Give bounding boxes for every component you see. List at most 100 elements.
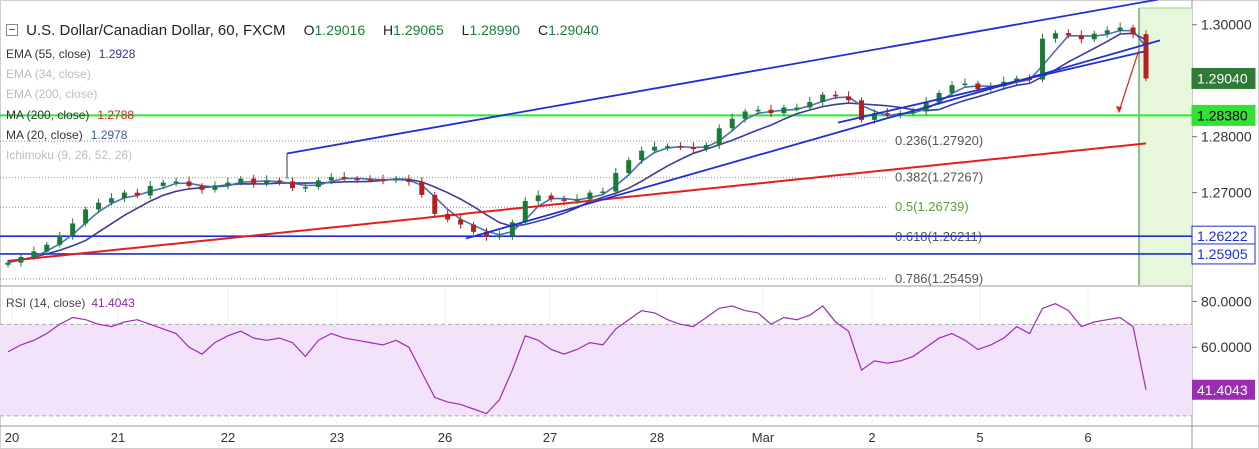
candle-body [290,181,295,189]
candle-body [742,111,748,119]
candle-body [716,128,722,146]
candle-body [1040,38,1046,80]
ohlc-readout: O1.29016 H1.29065 L1.28990 C1.29040 [290,22,599,38]
price-label-text: 1.28380 [1197,107,1248,123]
price-label-box [1191,67,1256,89]
candle-body [341,176,347,179]
candle-body [264,180,270,184]
candle-body [910,111,916,114]
x-tick-label: Mar [752,430,775,445]
indicator-label: MA (200, close) [6,108,90,122]
close-label: C [537,22,549,38]
low-label: L [461,22,470,38]
candle-body [1117,27,1123,31]
candle-body [600,191,606,194]
candle-body [186,181,192,186]
low-value: 1.28990 [469,22,521,38]
high-value: 1.29065 [393,22,444,38]
candle-body [975,83,981,90]
collapse-icon[interactable] [6,24,18,36]
candle-body [1130,27,1136,35]
candle-body [807,101,813,108]
candle-body [354,178,360,181]
candle-body [83,209,89,224]
projection-arrow-head [1116,106,1122,114]
candle-body [277,180,283,182]
candle-body [1065,33,1071,36]
trendlines [286,0,1161,240]
y-tick-label: 1.30000 [1201,17,1252,33]
x-tick-label: 21 [111,430,125,445]
candle-body [419,182,425,195]
indicator-legend-ema200[interactable]: EMA (200, close) [6,87,97,101]
candle-body [639,150,645,161]
candle-body [781,107,787,114]
candle-body [147,185,153,196]
rsi-label: RSI (14, close) [6,296,86,310]
indicator-legend-ma200[interactable]: MA (200, close) 1.2788 [6,108,134,122]
candle-body [315,180,321,188]
fib-level-label: 0.382(1.27267) [895,170,983,185]
candle-body [445,213,451,220]
candle-body [587,192,593,200]
candle-body [755,109,761,112]
candle-body [173,181,179,183]
rsi-y-tick-label: 80.0000 [1201,293,1252,309]
candle-body [1014,78,1020,82]
candle-body [458,219,464,225]
x-tick-label: 23 [330,430,344,445]
candle-body [1027,78,1033,80]
candle-body [302,187,308,189]
candle-body [1143,34,1149,79]
candle-body [652,146,658,151]
candle-body [1104,30,1110,34]
candle-body [846,96,852,101]
candle-body [1091,33,1097,40]
time-axis: 20 21 22 23 26 27 28 Mar 2 5 6 [5,430,1092,445]
y-tick-label: 1.27000 [1201,185,1252,201]
price-label-text: 1.29040 [1197,70,1248,86]
ema55-line [7,32,1147,264]
candle-body [367,179,373,181]
candle-body [18,257,24,263]
candle-body [393,178,399,181]
indicator-legend-ma20[interactable]: MA (20, close) 1.2978 [6,128,127,142]
rsi-legend[interactable]: RSI (14, close) 41.4043 [6,296,135,310]
candle-body [949,85,955,94]
projection-arrow-line [1118,49,1140,112]
candle-body [251,178,257,184]
open-value: 1.29016 [314,22,366,38]
horizontal-levels [0,114,1192,255]
rsi-last-box [1192,379,1255,400]
x-tick-label: 2 [868,430,875,445]
indicator-legend-ema55[interactable]: EMA (55, close) 1.2928 [6,47,135,61]
indicator-label: EMA (55, close) [6,47,91,61]
candle-body [1052,33,1058,39]
y-tick-label: 1.28000 [1201,129,1252,145]
x-tick-label: 28 [650,430,664,445]
indicator-label: MA (20, close) [6,128,83,142]
candle-body [768,109,774,114]
candle-body [471,224,477,232]
candle-body [212,185,218,190]
indicator-value: 1.2978 [90,128,128,142]
candle-body [859,100,864,120]
x-tick-label: 20 [5,430,19,445]
indicator-legend-ichimoku[interactable]: Ichimoku (9, 26, 52, 26) [6,148,132,162]
candle-body [406,178,412,183]
candle-body [5,262,11,265]
rsi-band [0,324,1192,416]
inner-trend-line [837,50,1145,124]
candle-body [96,202,102,210]
channel-lower-line [465,39,1161,240]
indicator-legend-ema34[interactable]: EMA (34, close) [6,67,91,81]
candle-body [535,195,541,202]
candle-body [820,94,826,102]
candle-body [574,199,580,202]
x-tick-label: 27 [543,430,557,445]
candle-body [690,147,696,149]
chart-header: U.S. Dollar/Canadian Dollar, 60, FXCM O1… [6,22,599,39]
high-label: H [383,22,394,38]
candle-body [884,113,890,115]
